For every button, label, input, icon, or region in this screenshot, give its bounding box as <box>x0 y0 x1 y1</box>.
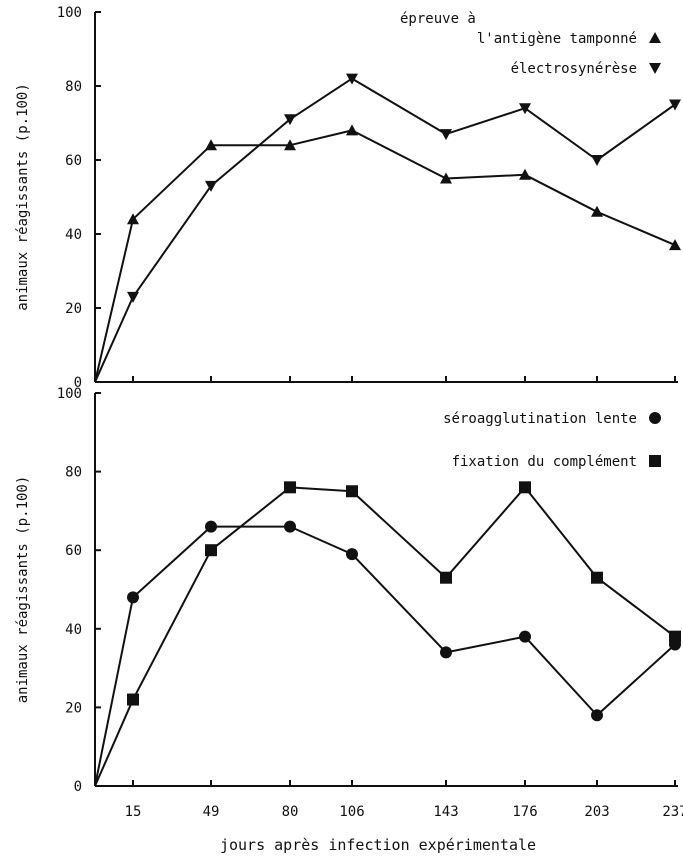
data-point <box>591 205 603 217</box>
data-point <box>127 291 139 303</box>
series-triangle-down <box>94 73 681 383</box>
legend-label: fixation du complément <box>452 454 637 470</box>
series-line <box>94 129 676 383</box>
data-point <box>284 481 296 494</box>
x-axis-title: jours après infection expérimentale <box>220 836 536 854</box>
data-point <box>346 485 358 498</box>
panel-1: 0 20 40 60 80 100 animaux réagissants (p.100) é… <box>15 5 681 391</box>
legend-label: séroagglutination lente <box>443 411 637 427</box>
y-tick-label: 100 <box>57 5 82 21</box>
legend-marker <box>649 32 661 43</box>
series-line <box>94 486 676 787</box>
y-tick-label: 80 <box>65 79 82 95</box>
series-line <box>94 77 676 383</box>
data-point <box>519 168 531 180</box>
data-point <box>440 646 452 659</box>
series-square <box>94 481 681 787</box>
data-point <box>284 114 296 126</box>
legend: épreuve àl'antigène tamponné électrosynér… <box>400 11 661 77</box>
y-tick-label: 60 <box>65 543 82 559</box>
y-tick-label: 0 <box>74 779 82 795</box>
data-point <box>669 239 681 251</box>
data-point <box>205 139 217 151</box>
y-tick-label: 80 <box>65 465 82 481</box>
y-axis-title: animaux réagissants (p.100) <box>15 83 31 311</box>
data-point <box>127 693 139 706</box>
legend-label: l'antigène tamponné <box>477 31 637 47</box>
data-point <box>205 544 217 557</box>
y-tick-label: 0 <box>74 375 82 391</box>
y-tick-label: 40 <box>65 227 82 243</box>
data-point <box>591 709 603 722</box>
data-point <box>127 591 139 604</box>
x-tick-label: 15 <box>125 804 142 820</box>
data-point <box>669 99 681 111</box>
legend-marker <box>649 455 661 467</box>
series-triangle-up <box>94 124 681 383</box>
x-tick-label: 176 <box>512 804 537 820</box>
x-tick-label: 106 <box>339 804 364 820</box>
data-point <box>127 213 139 225</box>
legend-marker <box>649 412 661 424</box>
data-point <box>591 571 603 584</box>
y-tick-label: 40 <box>65 622 82 638</box>
data-point <box>346 124 358 136</box>
y-axis-title: animaux réagissants (p.100) <box>15 476 31 704</box>
data-point <box>284 139 296 151</box>
data-point <box>205 520 217 533</box>
data-point <box>440 129 452 141</box>
data-point <box>284 520 296 533</box>
data-point <box>519 630 531 643</box>
legend-marker <box>649 63 661 74</box>
y-tick-label: 20 <box>65 301 82 317</box>
legend-label: épreuve à <box>400 11 476 27</box>
y-tick-label: 60 <box>65 153 82 169</box>
panel-2: 0 20 40 60 80 100 15 49 80 106 143 176 203 237 jours a… <box>15 386 683 854</box>
series-circle <box>94 520 681 787</box>
legend: séroagglutination lente fixation du compl… <box>443 411 661 470</box>
data-point <box>669 630 681 643</box>
data-point <box>440 172 452 184</box>
data-point <box>440 571 452 584</box>
y-tick-label: 100 <box>57 386 82 402</box>
data-point <box>519 481 531 494</box>
x-tick-label: 143 <box>433 804 458 820</box>
data-point <box>346 73 358 85</box>
x-tick-label: 203 <box>584 804 609 820</box>
x-tick-label: 237 <box>662 804 683 820</box>
data-point <box>346 548 358 561</box>
data-point <box>519 103 531 115</box>
y-tick-label: 20 <box>65 700 82 716</box>
x-tick-label: 80 <box>282 804 299 820</box>
data-point <box>591 155 603 166</box>
x-tick-label: 49 <box>203 804 220 820</box>
legend-label: électrosynérèse <box>511 61 637 77</box>
data-point <box>205 180 217 192</box>
